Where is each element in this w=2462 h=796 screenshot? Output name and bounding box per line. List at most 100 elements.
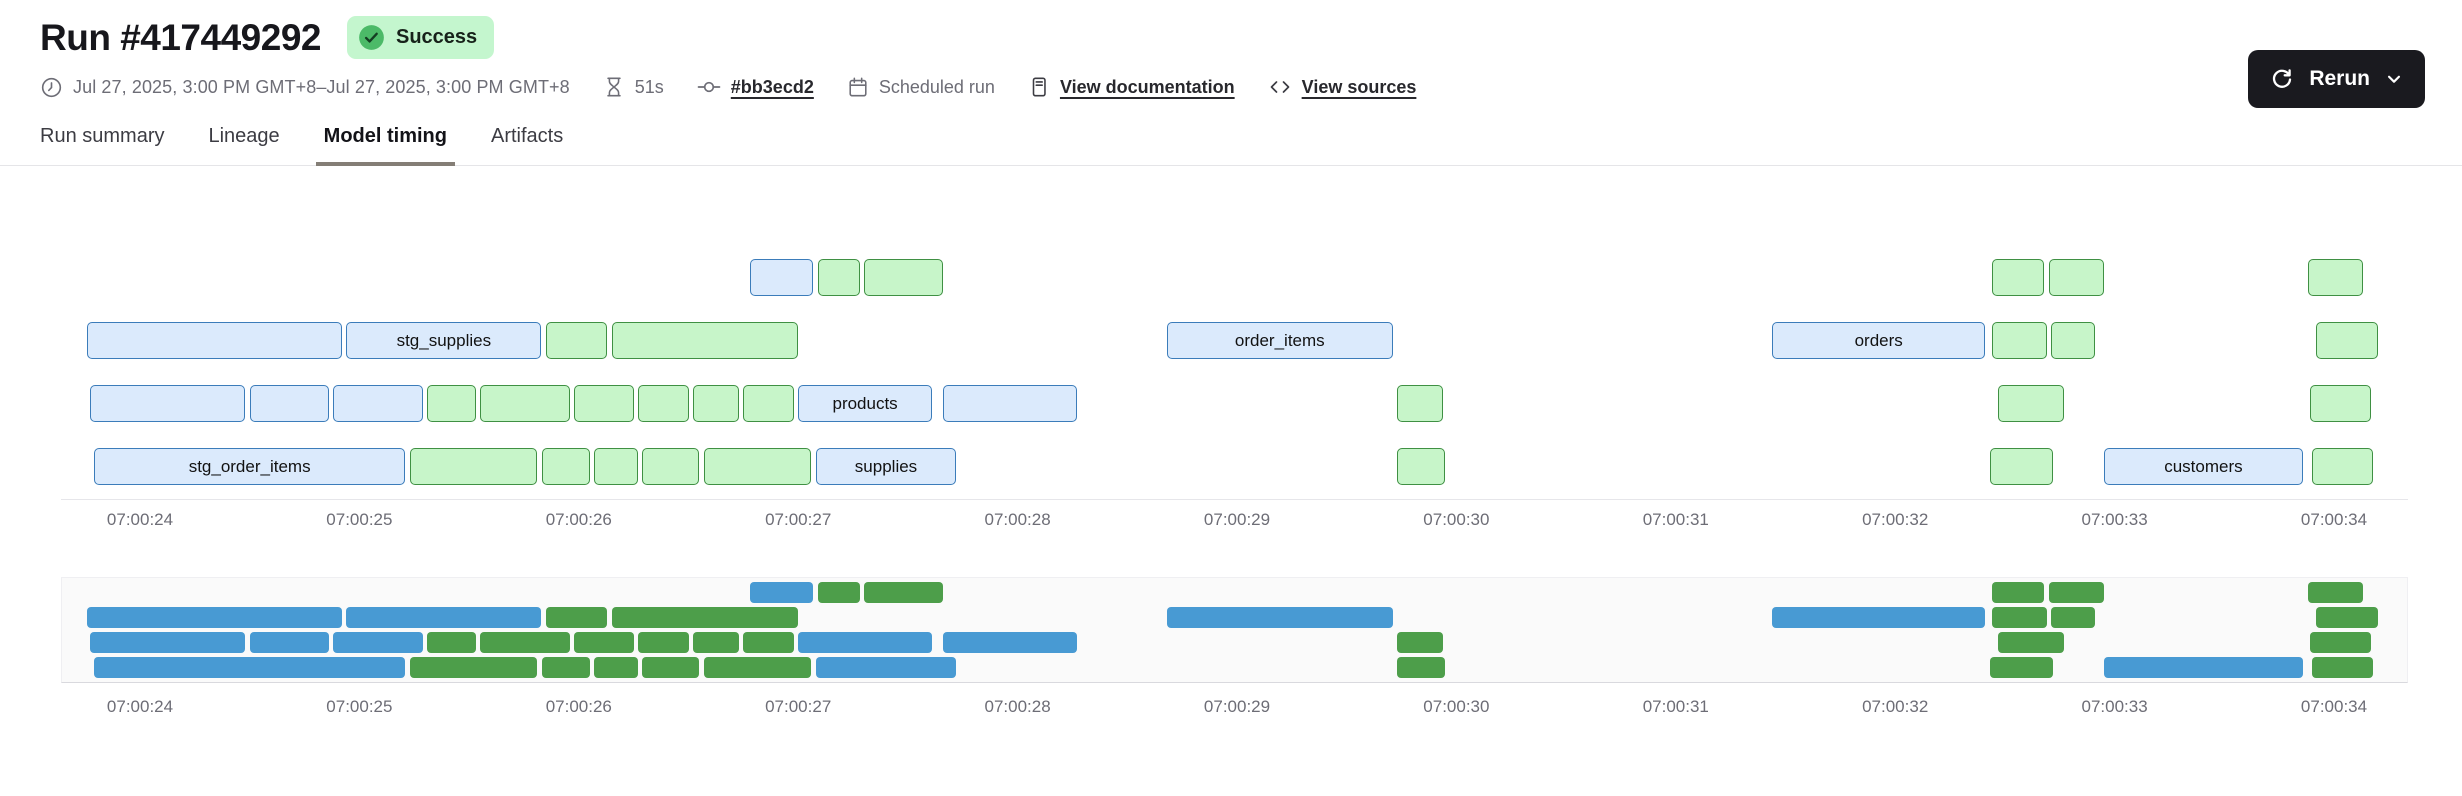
view-sources-item[interactable]: View sources [1268,75,1417,99]
timing-bar[interactable] [743,385,794,422]
timing-bar[interactable] [2048,259,2104,296]
commit-link[interactable]: #bb3ecd2 [730,76,814,97]
timing-bar-orders[interactable]: orders [1772,322,1986,359]
minimap-bar [545,607,608,628]
axis-tick-label: 07:00:27 [765,510,832,529]
timing-bar-products[interactable]: products [798,385,932,422]
timing-bar[interactable] [2312,448,2374,485]
timing-bar[interactable] [638,385,689,422]
run-trigger-label: Scheduled run [878,76,995,97]
minimap-bar [2103,657,2304,678]
axis-tick-label: 07:00:27 [765,697,832,716]
timing-bar[interactable] [427,385,476,422]
timing-bar-supplies[interactable]: supplies [815,448,957,485]
journal-icon [1032,77,1046,97]
minimap-bar [2307,582,2363,603]
timing-bar-label: customers [2164,456,2243,476]
axis-tick-label: 07:00:30 [1423,510,1490,529]
minimap-bar [409,657,538,678]
tab-run-summary[interactable]: Run summary [40,125,165,147]
minimap-bar [2051,607,2095,628]
minimap-bar [427,632,476,653]
timing-bar[interactable] [642,448,700,485]
minimap-bar [2312,657,2374,678]
timing-bar-stg_order_items[interactable]: stg_order_items [93,448,406,485]
view-documentation-link[interactable]: View documentation [1059,76,1235,97]
timing-bar[interactable] [87,322,342,359]
minimap-bar [1989,657,2054,678]
timing-bar[interactable] [2051,322,2095,359]
gantt-axis-line [61,499,2408,500]
timing-bar[interactable] [545,322,608,359]
view-documentation-item[interactable]: View documentation [1028,76,1235,98]
minimap-bar [541,657,590,678]
timing-bar[interactable] [333,385,424,422]
timing-bar-customers[interactable]: customers [2103,448,2304,485]
rerun-button[interactable]: Rerun [2248,50,2425,108]
timing-bar[interactable] [749,259,814,296]
timing-bar[interactable] [943,385,1077,422]
tab-artifacts[interactable]: Artifacts [491,125,564,147]
timing-bar[interactable] [2307,259,2363,296]
minimap-bar [611,607,799,628]
timing-bar[interactable] [409,448,538,485]
minimap-bar [2048,582,2104,603]
axis-tick-label: 07:00:29 [1203,510,1271,529]
timing-bar-stg_supplies[interactable]: stg_supplies [346,322,542,359]
tab-bar: Run summary Lineage Model timing Artifac… [0,113,2462,166]
timing-bar[interactable] [89,385,246,422]
timing-bar[interactable] [574,385,634,422]
timing-bar[interactable] [703,448,812,485]
timing-bar[interactable] [1397,448,1446,485]
timing-minimap[interactable] [61,577,2408,683]
timing-bar[interactable] [1998,385,2065,422]
timing-bar-order_items[interactable]: order_items [1166,322,1393,359]
minimap-bar [1397,632,1444,653]
minimap-bar [93,657,406,678]
run-duration-value: 51s [634,76,664,97]
timing-bar-label: products [832,393,898,413]
header: Run #417449292 Success [0,0,2462,59]
minimap-bar [249,632,329,653]
timing-bar[interactable] [611,322,799,359]
timing-bar[interactable] [2316,322,2378,359]
minimap-bar [943,632,1077,653]
status-badge-label: Success [395,26,478,48]
tab-model-timing[interactable]: Model timing [315,113,455,166]
timing-bar[interactable] [1991,322,2047,359]
clock-icon [41,77,62,97]
axis-tick-label: 07:00:33 [2081,510,2148,529]
minimap-bar [89,632,246,653]
minimap-bar [638,632,689,653]
minimap-bar [817,582,860,603]
minimap-bar [574,632,634,653]
timing-bar[interactable] [1397,385,1444,422]
minimap-bar [1772,607,1986,628]
tab-lineage[interactable]: Lineage [208,125,280,147]
view-sources-link[interactable]: View sources [1301,76,1417,97]
timing-bar[interactable] [541,448,590,485]
timing-bar[interactable] [1991,259,2045,296]
timing-bar[interactable] [1989,448,2054,485]
timing-bar[interactable] [692,385,739,422]
timing-bar[interactable] [594,448,639,485]
timing-bar[interactable] [864,259,943,296]
axis-tick-label: 07:00:34 [2300,510,2368,529]
timing-bar[interactable] [249,385,329,422]
timing-bar[interactable] [817,259,860,296]
axis-tick-label: 07:00:25 [326,510,393,529]
minimap-bar [815,657,957,678]
run-dates: Jul 27, 2025, 3:00 PM GMT+8–Jul 27, 2025… [40,76,570,99]
axis-tick-label: 07:00:24 [106,697,174,716]
timing-bar[interactable] [480,385,571,422]
commit-link-item[interactable]: #bb3ecd2 [697,75,814,99]
minimap-bar [749,582,814,603]
minimap-bar [1998,632,2065,653]
minimap-bar [333,632,424,653]
minimap-bar [2309,632,2372,653]
page-title: Run #417449292 [40,16,321,58]
timing-bar[interactable] [2309,385,2372,422]
chevron-down-icon [2387,75,2401,83]
minimap-bar [692,632,739,653]
minimap-bar [1397,657,1446,678]
